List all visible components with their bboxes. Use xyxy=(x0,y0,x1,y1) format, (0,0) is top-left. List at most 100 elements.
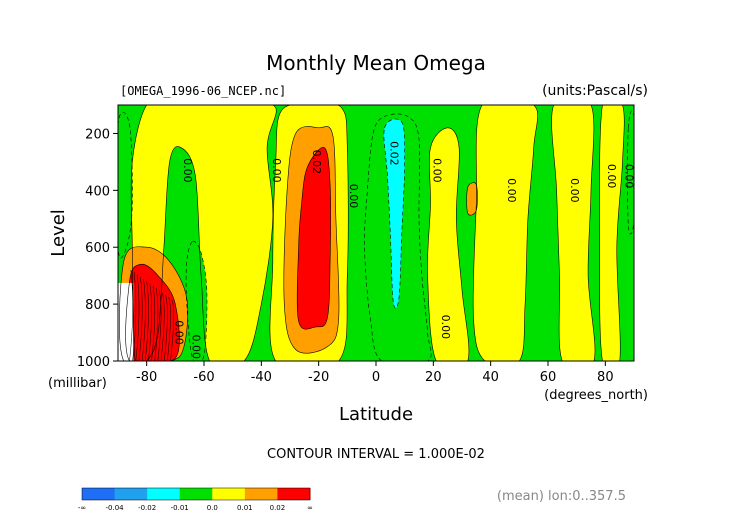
contour-line-5 xyxy=(296,147,331,330)
steep-contour-line xyxy=(144,281,149,361)
contour-line-layer xyxy=(118,105,634,361)
contour-line-0 xyxy=(130,105,277,361)
contour-line-6 xyxy=(364,113,432,361)
y-tick-label: 800 xyxy=(85,298,110,313)
contour-region-10 xyxy=(551,105,595,361)
steep-contour-line xyxy=(129,269,133,361)
x-tick-label: -40 xyxy=(251,370,272,385)
colorbar-label: ∞ xyxy=(307,504,313,512)
colorbar-swatch xyxy=(212,488,246,500)
colorbar-swatch xyxy=(277,488,311,500)
steep-contour-line xyxy=(170,299,174,361)
x-tick-label: 80 xyxy=(597,370,614,385)
colorbar-swatch xyxy=(244,488,278,500)
units-label: (units:Pascal/s) xyxy=(542,83,648,99)
steep-contour-line xyxy=(151,285,156,361)
colorbar-label: -0.02 xyxy=(138,504,156,512)
steep-contour-line xyxy=(141,279,146,361)
contour-region-1 xyxy=(186,241,207,361)
colorbar-swatch xyxy=(147,488,181,500)
x-tick-label: 20 xyxy=(425,370,442,385)
steep-contour-line xyxy=(157,290,162,361)
contour-region-5 xyxy=(297,147,331,330)
x-tick-label: -20 xyxy=(308,370,329,385)
colorbar-label: -0.04 xyxy=(106,504,125,512)
contour-label-5: 0.00 xyxy=(430,158,443,183)
y-tick-label: 400 xyxy=(85,184,110,199)
contour-label-1: 0.00 xyxy=(270,158,283,183)
contour-label-8: 0.00 xyxy=(605,164,618,189)
contour-line-11 xyxy=(599,105,625,361)
colorbar-label: -∞ xyxy=(78,504,86,512)
colorbar-swatch xyxy=(114,488,148,500)
x-tick-label: 60 xyxy=(540,370,557,385)
x-tick-label: 40 xyxy=(482,370,499,385)
contour-label-layer: 0.00 0.00 0.02 0.00 0.02 0.00 0.00 0.00 0.00 0.00… xyxy=(172,141,635,360)
contour-line-12 xyxy=(466,182,478,216)
missing-data-region xyxy=(118,282,134,361)
y-axis-label: Level xyxy=(48,209,69,257)
contour-label-4: 0.02 xyxy=(387,141,400,166)
colorbar-swatch xyxy=(179,488,213,500)
contour-line-1 xyxy=(185,240,208,361)
contour-region-8 xyxy=(427,127,469,361)
contour-line-15 xyxy=(627,110,634,235)
steep-contour-line xyxy=(163,294,168,361)
steep-contour-line xyxy=(135,274,140,361)
source-file-label: [OMEGA_1996-06_NCEP.nc] xyxy=(120,84,286,98)
steep-contour-line xyxy=(167,297,171,361)
contour-region-14 xyxy=(125,264,180,361)
contour-region-7 xyxy=(383,118,405,309)
steep-contour-line xyxy=(132,272,137,361)
contour-line-9 xyxy=(472,105,539,361)
contour-line-2 xyxy=(118,111,133,259)
contour-line-7 xyxy=(383,118,406,309)
x-tick-label: 0 xyxy=(372,370,380,385)
contour-interval-text: CONTOUR INTERVAL = 1.000E-02 xyxy=(267,447,485,462)
colorbar-label: -0.01 xyxy=(171,504,189,512)
contour-line-8 xyxy=(427,127,470,361)
contour-label-10: 0.00 xyxy=(439,315,452,340)
contour-label-9: 0.00 xyxy=(622,164,635,189)
contour-line-4 xyxy=(283,126,340,354)
colorbar-label: 0.01 xyxy=(237,504,253,512)
chart-title: Monthly Mean Omega xyxy=(266,51,486,75)
contour-line-3 xyxy=(269,105,349,361)
y-tick-label: 200 xyxy=(85,127,110,142)
x-tick-label: -60 xyxy=(193,370,214,385)
colorbar-swatch xyxy=(82,488,116,500)
contour-label-3: 0.00 xyxy=(347,184,360,209)
x-axis-label: Latitude xyxy=(339,404,413,425)
colorbar: -∞ -0.04 -0.02 -0.01 0.0 0.01 0.02 ∞ xyxy=(78,487,313,512)
contour-region-0 xyxy=(131,105,277,361)
steep-contour-line xyxy=(160,292,165,361)
colorbar-frame xyxy=(81,487,311,501)
y-tick-label: 1000 xyxy=(77,355,110,370)
colorbar-label: 0.0 xyxy=(207,504,218,512)
contour-label-11: 0.00 xyxy=(172,320,185,345)
contour-line-14 xyxy=(125,263,180,361)
contour-region-15 xyxy=(627,110,634,234)
y-tick-label: 600 xyxy=(85,241,110,256)
contour-line-10 xyxy=(551,105,596,361)
contour-region-2 xyxy=(118,112,133,259)
contour-label-0: 0.00 xyxy=(181,158,194,183)
contour-label-2: 0.02 xyxy=(310,150,323,175)
steep-contour-line xyxy=(138,276,143,361)
contour-label-7: 0.00 xyxy=(568,178,581,203)
contour-region-9 xyxy=(473,105,538,361)
contour-label-12: 0.00 xyxy=(190,335,203,360)
contour-fill-layer xyxy=(118,105,634,361)
plot-area: 0.00 0.00 0.02 0.00 0.02 0.00 0.00 0.00 0.00 0.00… xyxy=(118,105,635,361)
contour-region-12 xyxy=(466,182,478,216)
steep-contour-line xyxy=(148,283,152,361)
y-axis-units: (millibar) xyxy=(48,376,107,391)
contour-label-6: 0.00 xyxy=(505,178,518,203)
steep-contour-line xyxy=(154,288,159,361)
axis-layer: -80 -60 -40 -20 0 20 40 60 80 200 400 600 800 1000 xyxy=(77,127,614,385)
x-axis-units: (degrees_north) xyxy=(544,388,648,403)
colorbar-label: 0.02 xyxy=(270,504,286,512)
footer-text: (mean) lon:0..357.5 xyxy=(497,489,626,504)
x-tick-label: -80 xyxy=(136,370,157,385)
